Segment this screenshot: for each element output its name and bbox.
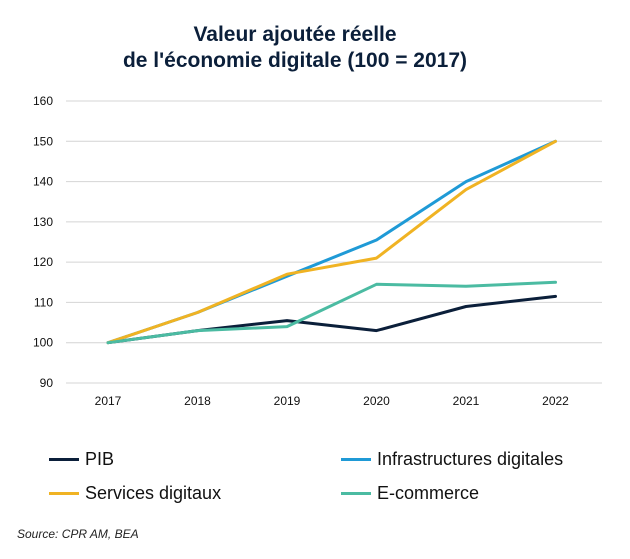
y-tick-label: 100 — [33, 336, 53, 350]
y-tick-label: 120 — [33, 255, 53, 269]
legend-swatch-pib — [49, 457, 79, 461]
title-line-2: de l'économie digitale (100 = 2017) — [122, 49, 468, 72]
title-line-1: Valeur ajoutée réelle — [193, 23, 397, 46]
line-chart: 90 100 110 120 130 140 150 160 2017 2018 2019 2020… — [33, 94, 602, 408]
y-tick-label: 90 — [40, 376, 54, 390]
gridlines — [66, 100, 602, 384]
x-axis-ticks: 2017 2018 2019 2020 2021 2022 — [95, 394, 570, 408]
series-line-e-commerce — [106, 280, 557, 345]
legend-item-pib: PIB — [49, 448, 114, 470]
x-tick-label: 2019 — [274, 394, 301, 408]
chart-title: Valeur ajoutée réelle de l'économie digi… — [0, 22, 590, 74]
legend-item-e-commerce: E-commerce — [341, 482, 479, 504]
legend-item-services-digitaux: Services digitaux — [49, 482, 221, 504]
legend-label-services: Services digitaux — [85, 482, 222, 503]
legend-label-infrastructures: Infrastructures digitales — [377, 448, 564, 469]
y-tick-label: 130 — [33, 215, 53, 229]
x-tick-label: 2021 — [453, 394, 480, 408]
series-line-services-digitaux — [106, 139, 557, 345]
legend-item-infrastructures-digitales: Infrastructures digitales — [341, 448, 563, 470]
series-lines — [106, 139, 557, 345]
legend-swatch-infrastructures — [341, 457, 371, 461]
series-line-infrastructures-digitales — [106, 139, 557, 345]
x-tick-label: 2018 — [184, 394, 211, 408]
x-tick-label: 2022 — [542, 394, 569, 408]
legend-swatch-services — [49, 491, 79, 495]
y-tick-label: 110 — [34, 295, 53, 309]
x-tick-label: 2017 — [95, 394, 122, 408]
source-note: Source: CPR AM, BEA — [17, 527, 139, 541]
y-axis-ticks: 90 100 110 120 130 140 150 160 — [33, 94, 53, 390]
y-tick-label: 140 — [33, 175, 53, 189]
legend-label-e-commerce: E-commerce — [377, 482, 480, 503]
y-tick-label: 160 — [33, 94, 53, 108]
y-tick-label: 150 — [33, 134, 53, 148]
legend-swatch-e-commerce — [341, 491, 371, 495]
x-tick-label: 2020 — [363, 394, 390, 408]
legend-label-pib: PIB — [85, 448, 115, 469]
